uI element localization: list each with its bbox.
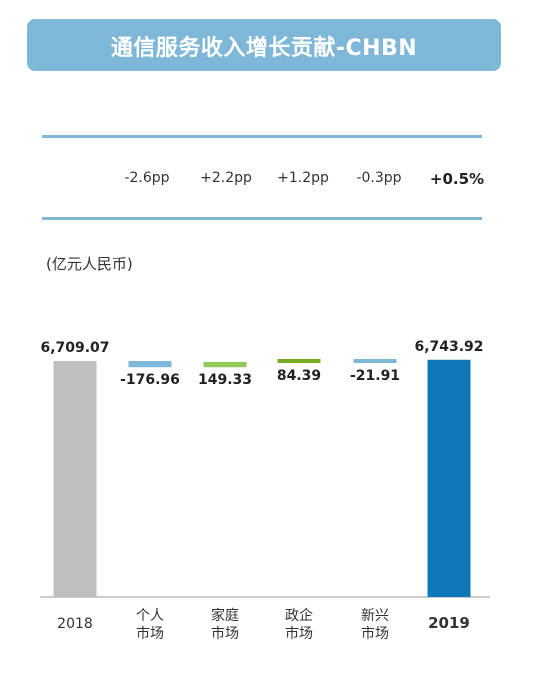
bar-0	[53, 361, 97, 597]
category-label-4-0: 新兴	[361, 608, 389, 624]
value-label-5: 6,743.92	[414, 339, 483, 355]
title-banner: 通信服务收入增长贡献-CHBN	[27, 19, 501, 71]
pp-personal: -2.6pp	[124, 170, 170, 186]
chart-title: 通信服务收入增长贡献-CHBN	[110, 36, 418, 61]
category-label-2-1: 市场	[211, 625, 239, 642]
value-label-2: 149.33	[198, 372, 252, 388]
pp-home: +2.2pp	[200, 170, 252, 186]
bar-5	[427, 359, 471, 597]
category-label-5-0: 2019	[428, 614, 470, 632]
value-label-1: -176.96	[120, 372, 180, 388]
category-label-3-0: 政企	[285, 607, 313, 624]
bar-2	[203, 361, 247, 368]
pp-total: +0.5%	[429, 170, 485, 188]
bar-1	[128, 361, 172, 368]
unit-label: (亿元人民币)	[46, 255, 133, 273]
value-label-4: -21.91	[350, 368, 400, 384]
category-label-4-1: 市场	[361, 625, 389, 642]
bar-4	[353, 359, 397, 364]
value-label-3: 84.39	[277, 368, 321, 384]
value-label-0: 6,709.07	[40, 340, 109, 356]
top-divider	[42, 135, 482, 138]
category-label-2-0: 家庭	[211, 607, 239, 624]
pp-new: -0.3pp	[356, 170, 402, 186]
bar-3	[277, 359, 321, 364]
category-label-0-0: 2018	[57, 616, 93, 632]
bottom-divider	[42, 217, 482, 220]
pp-enterprise: +1.2pp	[277, 170, 329, 186]
category-label-1-1: 市场	[136, 625, 164, 642]
category-label-1-0: 个人	[136, 608, 164, 624]
category-label-3-1: 市场	[285, 625, 313, 642]
